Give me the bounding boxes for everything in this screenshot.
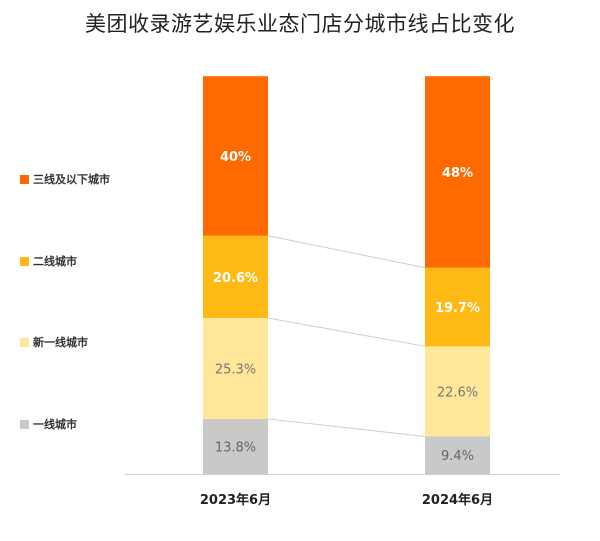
legend-label: 二线城市	[33, 255, 77, 268]
legend-swatch	[20, 256, 29, 266]
chart-title: 美团收录游艺娱乐业态门店分城市线占比变化	[85, 12, 515, 36]
legend-item: 一线城市	[20, 416, 77, 432]
legend-item: 二线城市	[20, 253, 77, 269]
legend-label: 三线及以下城市	[33, 173, 110, 186]
legend-swatch	[20, 174, 29, 184]
bar-segment	[203, 418, 268, 474]
bar-segment	[425, 346, 490, 437]
legend-swatch	[20, 337, 29, 347]
x-tick-label: 2023年6月	[200, 492, 271, 508]
data-label: 48%	[442, 166, 473, 181]
bar-segment	[203, 76, 268, 236]
data-label: 22.6%	[437, 385, 478, 400]
bar-segment	[425, 267, 490, 347]
legend-label: 新一线城市	[33, 336, 88, 349]
legend-item: 新一线城市	[20, 334, 88, 350]
bar-segment	[425, 76, 490, 268]
legend-label: 一线城市	[33, 418, 77, 431]
bar-segment	[203, 235, 268, 318]
connector-line	[267, 317, 426, 347]
data-label: 25.3%	[215, 362, 256, 377]
connector-line	[267, 235, 426, 269]
data-label: 40%	[220, 150, 251, 165]
legend-swatch	[20, 419, 29, 429]
data-label: 13.8%	[215, 440, 256, 455]
bar-segment	[425, 436, 490, 474]
connector-line	[267, 418, 426, 437]
data-label: 20.6%	[213, 271, 258, 286]
data-label: 9.4%	[441, 449, 474, 464]
x-tick-label: 2024年6月	[422, 492, 493, 508]
data-label: 19.7%	[435, 301, 480, 316]
bar-segment	[203, 317, 268, 419]
legend-item: 三线及以下城市	[20, 171, 110, 187]
